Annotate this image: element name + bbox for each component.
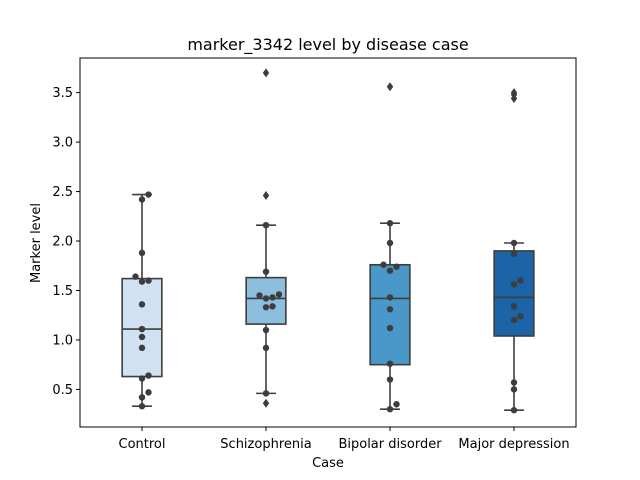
y-tick-label: 1.5	[52, 284, 73, 299]
y-tick-label: 2.5	[52, 185, 73, 200]
data-point	[510, 316, 518, 324]
data-point	[510, 303, 518, 310]
box-group	[121, 191, 163, 410]
data-point	[262, 295, 270, 302]
data-point	[517, 277, 524, 284]
data-point	[393, 401, 400, 408]
data-point	[386, 294, 394, 301]
data-point	[262, 344, 270, 352]
data-point	[386, 306, 394, 313]
data-point	[262, 221, 270, 229]
data-point	[256, 292, 263, 299]
data-point	[386, 267, 394, 274]
plot-area	[121, 68, 535, 414]
data-point	[262, 268, 270, 275]
data-point	[386, 405, 394, 413]
outlier-marker	[262, 191, 270, 201]
data-point	[517, 313, 524, 320]
box-group	[493, 88, 535, 414]
outlier-marker	[262, 398, 270, 408]
box	[369, 263, 411, 366]
data-point	[510, 239, 518, 247]
data-point	[269, 294, 276, 301]
y-tick-label: 0.5	[52, 383, 73, 398]
data-point	[145, 389, 152, 396]
x-tick-label: Schizophrenia	[220, 437, 311, 452]
data-point	[510, 386, 518, 393]
y-tick-label: 3.5	[52, 86, 73, 101]
data-point	[262, 326, 270, 334]
y-tick-label: 1.0	[52, 333, 73, 348]
data-point	[138, 278, 146, 285]
data-point	[262, 390, 270, 397]
outlier-marker	[262, 68, 270, 78]
data-point	[138, 403, 146, 410]
data-point	[386, 220, 394, 227]
data-point	[138, 344, 146, 352]
data-point	[380, 261, 387, 268]
data-point	[138, 325, 146, 333]
data-point	[386, 239, 394, 247]
data-point	[393, 263, 400, 270]
outlier-marker	[510, 94, 518, 104]
data-point	[138, 249, 146, 257]
data-point	[145, 372, 152, 379]
data-point	[269, 303, 276, 310]
data-point	[275, 291, 283, 298]
plot-frame	[79, 57, 577, 428]
x-axis: Control Schizophrenia Bipolar disorder Majo…	[119, 427, 570, 452]
box-group	[245, 68, 287, 408]
data-point	[386, 324, 394, 332]
data-point	[138, 375, 146, 382]
y-tick-label: 3.0	[52, 136, 73, 151]
data-point	[138, 196, 146, 203]
data-point	[138, 301, 146, 308]
data-point	[510, 250, 518, 258]
data-point	[386, 360, 394, 367]
outlier-marker	[386, 82, 394, 92]
data-point	[145, 277, 152, 284]
x-tick-label: Major depression	[458, 437, 569, 452]
x-axis-label: Case	[312, 456, 344, 471]
x-tick-label: Bipolar disorder	[338, 437, 442, 452]
data-point	[132, 273, 139, 280]
data-point	[510, 281, 518, 288]
data-point	[262, 304, 270, 311]
y-axis: 0.5 1.0 1.5 2.0 2.5 3.0 3.5	[52, 86, 80, 398]
data-point	[145, 191, 152, 198]
data-point	[386, 376, 394, 383]
data-point	[138, 394, 146, 401]
chart-title: marker_3342 level by disease case	[187, 35, 468, 55]
box-group	[369, 82, 411, 413]
data-point	[510, 406, 518, 414]
y-axis-label: Marker level	[29, 203, 44, 283]
y-tick-label: 2.0	[52, 235, 73, 250]
x-tick-label: Control	[119, 437, 166, 452]
data-point	[138, 333, 146, 341]
data-point	[510, 379, 518, 386]
